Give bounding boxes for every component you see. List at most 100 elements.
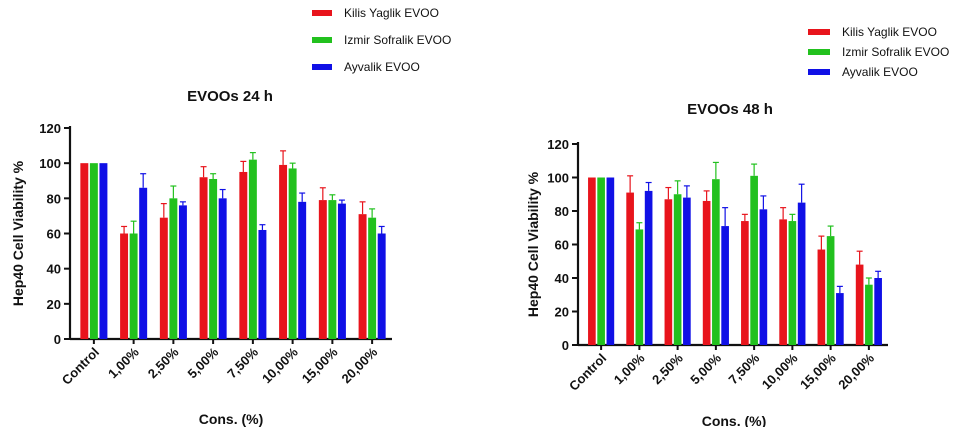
bar-izmir — [288, 168, 297, 339]
bar-ayvalik — [258, 229, 267, 339]
y-tick-label: 120 — [39, 121, 61, 136]
bar-kilis — [779, 219, 787, 345]
x-tick-label: 20,00% — [338, 344, 380, 386]
bar-ayvalik — [99, 163, 108, 339]
x-axis-label: Cons. (%) — [702, 413, 767, 427]
bar-ayvalik — [721, 226, 729, 345]
y-tick-label: 100 — [39, 156, 61, 171]
bar-ayvalik — [836, 293, 844, 345]
x-tick-label: 7,50% — [726, 350, 763, 387]
bar-izmir — [248, 159, 257, 339]
bar-kilis — [279, 164, 288, 339]
x-tick-label: 1,00% — [105, 344, 142, 381]
legend-label: Ayvalik EVOO — [842, 65, 918, 79]
bar-izmir — [89, 163, 98, 339]
y-tick-label: 60 — [47, 227, 61, 242]
legend-swatch — [312, 37, 332, 43]
bar-kilis — [199, 177, 208, 339]
bar-izmir — [129, 233, 138, 339]
x-tick-label: 15,00% — [797, 350, 839, 392]
legend: Kilis Yaglik EVOO Izmir Sofralik EVOO Ayva… — [808, 25, 949, 79]
bar-kilis — [120, 233, 129, 339]
y-tick-label: 0 — [562, 338, 569, 353]
y-tick-label: 60 — [555, 238, 569, 253]
bar-ayvalik — [874, 278, 882, 345]
x-tick-label: 1,00% — [611, 350, 648, 387]
legend-swatch — [808, 49, 830, 55]
bar-kilis — [239, 171, 248, 339]
legend-swatch — [312, 10, 332, 16]
chart-title: EVOOs 24 h — [187, 88, 273, 105]
legend-swatch — [808, 69, 830, 75]
y-tick-label: 20 — [555, 305, 569, 320]
bar-izmir — [673, 194, 682, 345]
y-tick-label: 20 — [47, 297, 61, 312]
x-tick-label: 15,00% — [299, 344, 341, 386]
legend-label: Izmir Sofralik EVOO — [344, 33, 451, 47]
bar-kilis — [855, 264, 864, 345]
bar-izmir — [788, 221, 797, 345]
chart-evoos-24h: EVOOs 24 h 0 20 40 60 80 100 120 Hep40 Cell Viab… — [10, 6, 451, 427]
x-tick-label: 2,50% — [145, 344, 182, 381]
bar-izmir — [865, 284, 873, 345]
bar-izmir — [597, 177, 605, 345]
legend-label: Ayvalik EVOO — [344, 60, 420, 74]
bar-izmir — [209, 178, 218, 339]
bar-ayvalik — [337, 203, 346, 339]
y-tick-label: 40 — [47, 262, 61, 277]
bar-kilis — [702, 200, 711, 345]
bar-izmir — [368, 217, 377, 339]
bar-kilis — [741, 221, 749, 345]
legend-swatch — [808, 29, 830, 35]
bar-ayvalik — [139, 187, 148, 339]
y-tick-label: 100 — [547, 171, 569, 186]
bar-izmir — [750, 175, 758, 345]
legend-label: Kilis Yaglik EVOO — [842, 25, 937, 39]
bar-izmir — [169, 198, 178, 339]
y-tick-label: 80 — [47, 191, 61, 206]
y-axis-label: Hep40 Cell Viability % — [10, 160, 26, 306]
bar-izmir — [328, 200, 337, 339]
chart-evoos-48h: EVOOs 48 h 0 20 40 60 80 100 120 Hep40 Cell Viab… — [525, 25, 949, 427]
x-tick-label: Control — [59, 345, 102, 388]
bar-kilis — [817, 249, 826, 345]
y-tick-label: 40 — [555, 271, 569, 286]
x-tick-label: 5,00% — [687, 350, 724, 387]
bar-kilis — [318, 200, 327, 339]
bar-ayvalik — [644, 190, 653, 345]
y-tick-label: 120 — [547, 137, 569, 152]
legend-label: Izmir Sofralik EVOO — [842, 45, 949, 59]
y-tick-label: 80 — [555, 204, 569, 219]
x-tick-label: 20,00% — [835, 350, 877, 392]
legend: Kilis Yaglik EVOO Izmir Sofralik EVOO Ayva… — [312, 6, 451, 74]
bar-ayvalik — [606, 177, 615, 345]
bar-ayvalik — [298, 201, 307, 339]
y-axis-label: Hep40 Cell Viability % — [525, 171, 541, 317]
x-tick-label: 2,50% — [649, 350, 686, 387]
x-tick-label: 10,00% — [259, 344, 301, 386]
bar-ayvalik — [759, 209, 768, 345]
bar-izmir — [826, 236, 835, 345]
bar-ayvalik — [377, 233, 386, 339]
legend-swatch — [312, 64, 332, 70]
bar-kilis — [80, 163, 89, 339]
bar-izmir — [635, 229, 644, 345]
x-tick-label: Control — [566, 351, 609, 394]
bar-kilis — [626, 192, 634, 345]
bar-ayvalik — [797, 202, 806, 345]
bar-kilis — [358, 214, 367, 339]
bar-kilis — [664, 199, 673, 345]
bar-ayvalik — [218, 198, 227, 339]
bar-izmir — [712, 179, 720, 345]
x-axis-label: Cons. (%) — [199, 411, 264, 427]
x-tick-label: 10,00% — [759, 350, 801, 392]
y-tick-label: 0 — [54, 332, 61, 347]
x-tick-label: 5,00% — [185, 344, 222, 381]
x-tick-label: 7,50% — [224, 344, 261, 381]
bar-ayvalik — [178, 205, 187, 339]
bar-kilis — [159, 217, 168, 339]
legend-label: Kilis Yaglik EVOO — [344, 6, 439, 20]
bar-ayvalik — [683, 197, 691, 345]
bar-kilis — [588, 177, 596, 345]
